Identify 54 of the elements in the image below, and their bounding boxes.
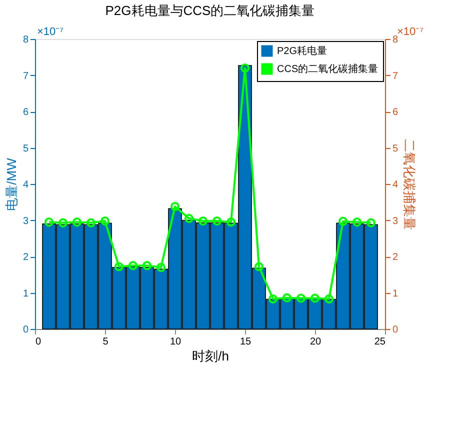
point [240,63,250,73]
point [142,261,152,270]
y2-tick-label: 6 [392,107,398,118]
point [100,216,110,226]
x-axis-title: 时刻/h [192,348,229,364]
point [324,294,334,304]
y-tick-label: 3 [22,216,29,227]
point [58,218,68,228]
point [282,293,292,302]
y2-tick-label: 5 [392,143,398,154]
y2-tick-label: 7 [392,70,398,82]
y-tick-label: 7 [22,70,29,82]
y2-tick-label: 4 [392,180,398,190]
text: ×10⁻⁷ [37,26,64,38]
text: ×10⁻⁷ [397,26,424,38]
y2-tick-label: 3 [392,216,398,227]
point [352,218,362,227]
point [338,216,348,226]
x-tick-label: 15 [240,336,252,348]
y-tick-label: 1 [22,288,29,300]
x-tick-label: 5 [102,336,109,348]
y2-tick-label: 8 [392,34,398,46]
point [86,218,96,228]
y-tick-label: 4 [22,180,29,190]
y-axis-title: 电量/MW [4,157,19,211]
y2-tick-label: 2 [392,252,398,263]
point [128,261,138,270]
y2-axis-title: 二氧化碳捕集量 [402,139,418,230]
y2-tick-label: 1 [392,288,398,300]
point [198,216,208,226]
point [114,262,124,272]
point [296,294,306,303]
point [310,294,320,303]
point [212,216,222,226]
legend-label: P2G耗电量 [277,45,328,57]
chart-title: P2G耗电量与CCS的二氧化碳捕集量 [105,3,315,18]
point [268,294,278,304]
legend-label: CCS的二氧化碳捕集量 [277,63,378,75]
y-tick-label: 2 [22,252,29,263]
x-tick-label: 10 [170,336,182,348]
point [254,262,264,272]
point [156,262,166,272]
y-tick-label: 6 [22,107,29,118]
y-tick-label: 0 [22,324,29,336]
y-tick-label: 5 [22,143,29,154]
x-tick-label: 20 [310,336,322,348]
point [184,214,194,223]
point [226,218,236,227]
point [170,202,180,212]
x-tick-label: 25 [374,336,386,348]
y2-tick-label: 0 [392,324,398,336]
point [72,218,82,227]
y-tick-label: 8 [22,34,29,46]
x-tick-label: 0 [36,336,42,348]
